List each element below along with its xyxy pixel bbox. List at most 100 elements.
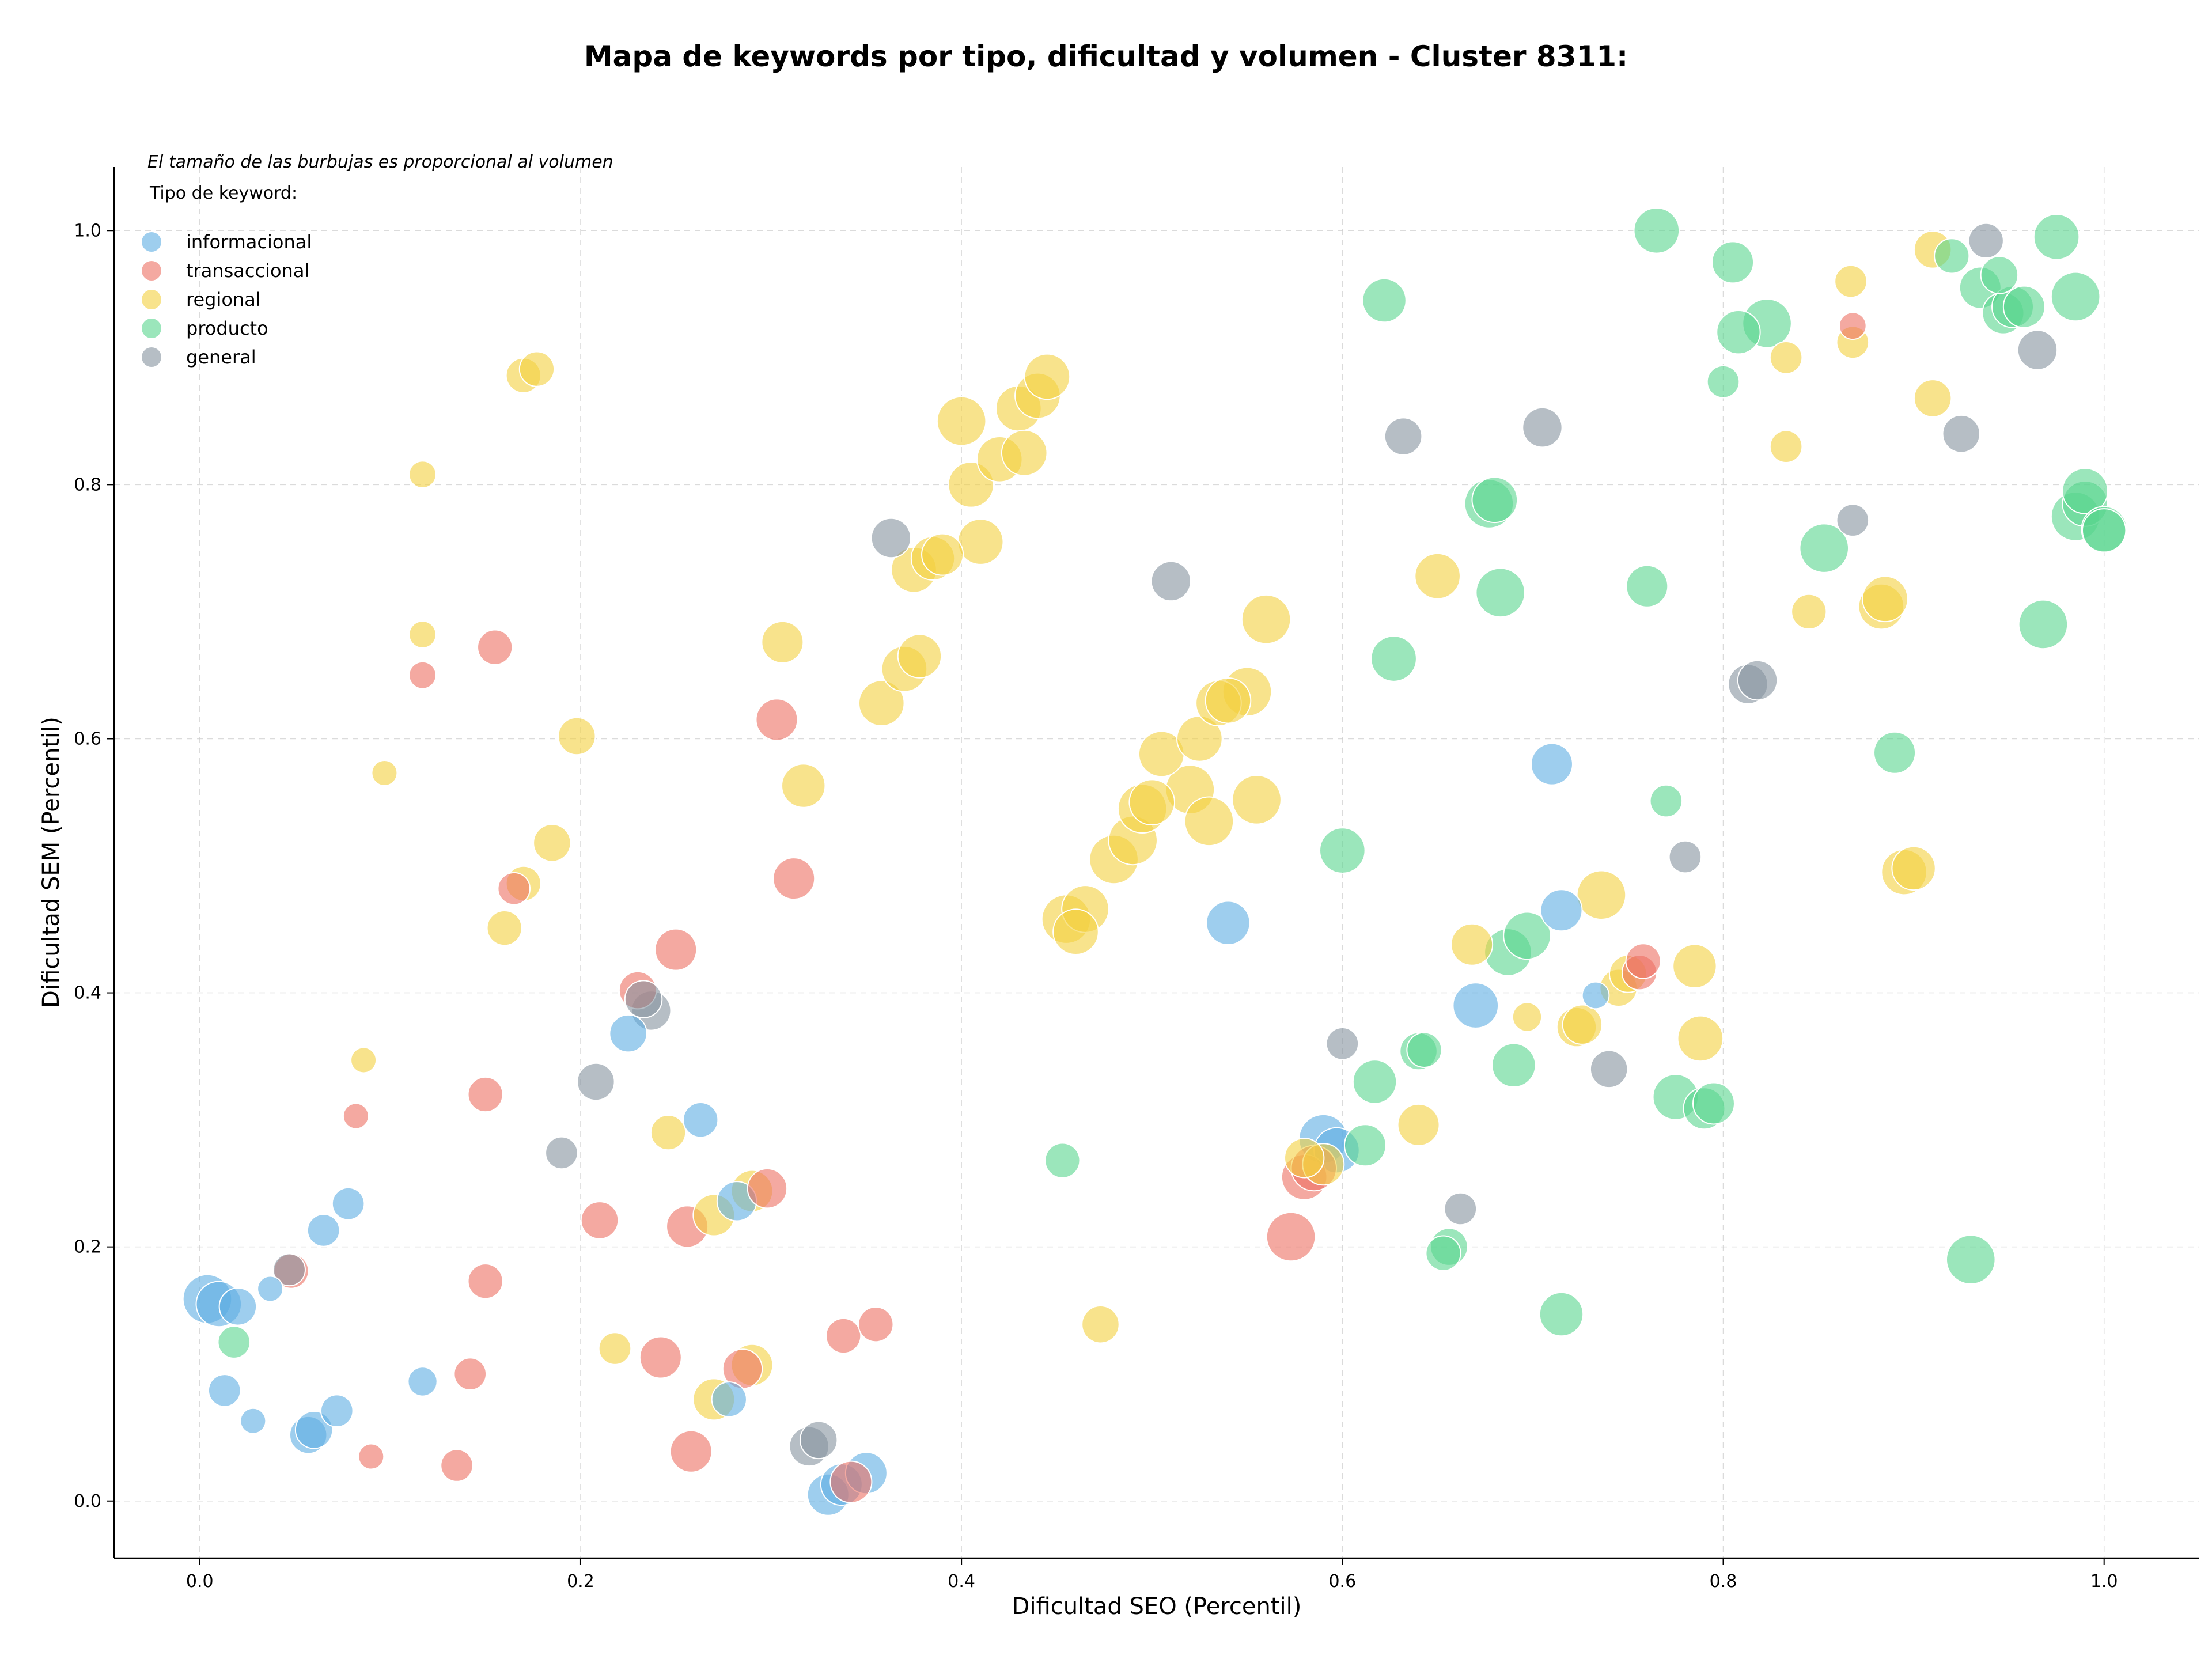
legend-label: regional (186, 289, 261, 310)
x-tick-label: 0.6 (1328, 1571, 1356, 1592)
data-point (799, 1420, 838, 1460)
data-point (1873, 731, 1916, 774)
legend-label: transaccional (186, 260, 309, 282)
data-point (408, 661, 437, 690)
data-point (350, 1047, 377, 1074)
legend-marker (142, 290, 161, 309)
data-point (1024, 353, 1071, 400)
data-point (1913, 379, 1952, 418)
data-point (320, 1394, 354, 1427)
data-point (1716, 310, 1761, 355)
data-point (936, 396, 987, 446)
data-point (294, 1410, 334, 1449)
data-point (755, 698, 798, 741)
legend-label: producto (186, 317, 268, 339)
data-point (358, 1443, 385, 1470)
y-tick-label: 0.6 (74, 729, 101, 749)
data-point (1706, 365, 1740, 399)
legend-title: Tipo de keyword: (149, 183, 297, 203)
data-point (453, 1357, 487, 1391)
y-tick-label: 0.4 (74, 983, 101, 1003)
data-point (1052, 908, 1099, 956)
data-point (240, 1407, 267, 1434)
data-point (1945, 1234, 1996, 1285)
legend-marker (142, 347, 161, 367)
legend-marker (142, 261, 161, 281)
data-point (497, 872, 531, 906)
data-point (609, 1014, 647, 1053)
data-point (1791, 593, 1827, 630)
data-point (2033, 213, 2080, 260)
data-point (1241, 594, 1291, 645)
data-point (440, 1449, 474, 1482)
data-point (858, 1306, 894, 1343)
data-point (1649, 784, 1683, 818)
data-point (1128, 779, 1176, 826)
data-point (1450, 923, 1494, 966)
data-point (1581, 981, 1610, 1010)
y-tick-label: 0.2 (74, 1237, 101, 1257)
data-point (1205, 677, 1252, 724)
data-point (1934, 238, 1970, 274)
data-point (218, 1287, 257, 1326)
data-point (1530, 743, 1573, 786)
data-point (1344, 1124, 1387, 1167)
data-point (518, 351, 555, 387)
legend-marker (142, 319, 161, 338)
chart-title: Mapa de keywords por tipo, dificultad y … (584, 40, 1628, 73)
data-point (331, 1187, 365, 1221)
data-point (2017, 329, 2058, 370)
data-point (306, 1214, 340, 1247)
data-point (1044, 1142, 1081, 1179)
data-point (1491, 1043, 1536, 1088)
data-point (624, 980, 663, 1018)
data-point (533, 824, 571, 862)
data-point (1406, 1032, 1442, 1068)
size-note: El tamaño de las burbujas es proporciona… (147, 152, 613, 172)
data-point (1692, 1082, 1735, 1125)
data-point (217, 1325, 251, 1359)
data-point (1471, 476, 1518, 524)
data-point (1319, 827, 1366, 874)
data-point (711, 1381, 747, 1418)
data-point (1184, 796, 1234, 847)
data-point (408, 620, 437, 649)
data-point (897, 634, 942, 679)
y-tick-label: 0.0 (74, 1491, 101, 1512)
data-point (669, 1430, 713, 1473)
x-tick-label: 0.0 (186, 1571, 214, 1592)
data-point (1362, 278, 1407, 323)
data-point (650, 1115, 687, 1151)
data-points (182, 207, 2128, 1516)
data-point (207, 1374, 241, 1407)
data-point (1384, 417, 1423, 456)
data-point (2002, 285, 2046, 328)
data-point (1625, 943, 1661, 979)
data-point (558, 717, 596, 756)
data-point (408, 460, 437, 489)
data-point (1677, 1015, 1724, 1062)
x-tick-label: 0.2 (567, 1571, 594, 1592)
data-point (1325, 1026, 1359, 1060)
data-point (772, 857, 816, 900)
data-point (1836, 503, 1870, 537)
legend-label: informacional (186, 231, 312, 253)
data-point (371, 760, 398, 787)
x-axis-label: Dificultad SEO (Percentil) (1012, 1593, 1302, 1620)
data-point (1562, 1004, 1603, 1045)
data-point (683, 1101, 719, 1138)
y-tick-label: 1.0 (74, 221, 101, 241)
data-point (1503, 911, 1551, 960)
legend: informacional transaccional regional produc… (142, 231, 312, 368)
data-point (1633, 207, 1680, 254)
data-point (639, 1336, 682, 1379)
data-point (2018, 599, 2069, 650)
data-point (2062, 468, 2108, 514)
data-point (1626, 565, 1669, 608)
data-point (1668, 840, 1702, 874)
data-point (747, 1168, 788, 1209)
data-point (1352, 1059, 1397, 1104)
axes (113, 167, 2199, 1559)
